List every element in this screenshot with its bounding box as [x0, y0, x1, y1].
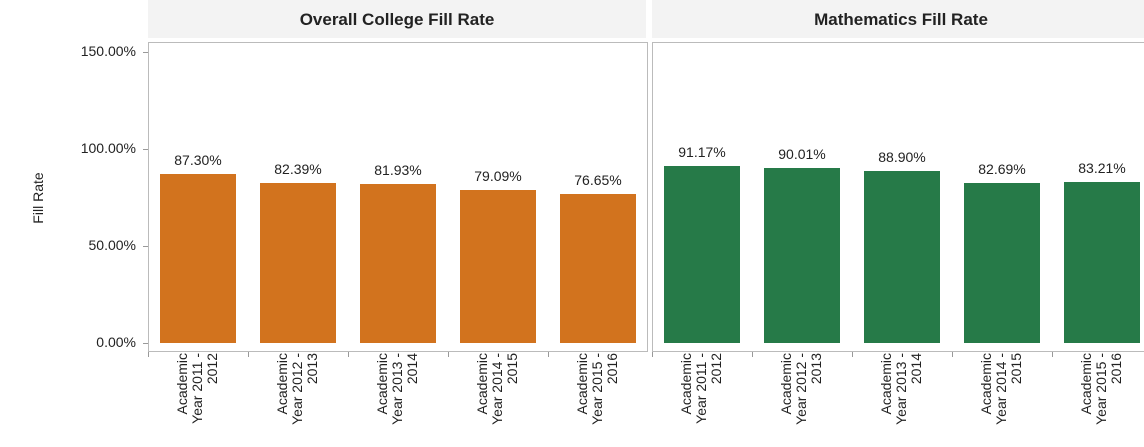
- y-tick-label: 0.00%: [96, 334, 136, 350]
- y-tick-label: 150.00%: [80, 43, 136, 59]
- value-label: 79.09%: [474, 167, 522, 184]
- axis-tick: [1052, 352, 1053, 357]
- tick-mark: [143, 149, 148, 150]
- value-label: 82.69%: [978, 160, 1026, 177]
- tick-mark: [143, 246, 148, 247]
- bar: [260, 183, 336, 343]
- y-axis-label: Fill Rate: [30, 172, 46, 224]
- x-tick-label: Academic Year 2013 - 2014: [878, 353, 924, 425]
- value-label: 90.01%: [778, 146, 826, 163]
- bar: [964, 182, 1040, 343]
- axis-tick: [752, 352, 753, 357]
- axis-tick: [148, 352, 149, 357]
- axis-tick: [852, 352, 853, 357]
- bar: [560, 194, 636, 343]
- axis-tick: [448, 352, 449, 357]
- axis-tick: [248, 352, 249, 357]
- x-tick-label: Academic Year 2013 - 2014: [374, 353, 420, 425]
- tick-mark: [143, 52, 148, 53]
- x-tick-label: Academic Year 2015 - 2016: [1078, 353, 1124, 425]
- bar: [864, 170, 940, 343]
- value-label: 88.90%: [878, 148, 926, 165]
- panel-frame: [652, 42, 1144, 352]
- x-tick-label: Academic Year 2015 - 2016: [574, 353, 620, 425]
- axis-tick: [548, 352, 549, 357]
- value-label: 91.17%: [678, 144, 726, 161]
- value-label: 83.21%: [1078, 159, 1126, 176]
- y-tick-label: 100.00%: [80, 140, 136, 156]
- value-label: 82.39%: [274, 161, 322, 178]
- x-tick-label: Academic Year 2014 - 2015: [978, 353, 1024, 425]
- panel-title: Overall College Fill Rate: [148, 0, 646, 38]
- axis-tick: [652, 352, 653, 357]
- panel-title: Mathematics Fill Rate: [652, 0, 1144, 38]
- panel-frame: [148, 42, 648, 352]
- value-label: 76.65%: [574, 172, 622, 189]
- x-tick-label: Academic Year 2011 - 2012: [174, 353, 220, 424]
- x-tick-label: Academic Year 2014 - 2015: [474, 353, 520, 425]
- value-label: 87.30%: [174, 151, 222, 168]
- bar: [1064, 181, 1140, 343]
- axis-tick: [348, 352, 349, 357]
- tick-mark: [143, 343, 148, 344]
- bar: [764, 168, 840, 343]
- x-tick-label: Academic Year 2011 - 2012: [678, 353, 724, 424]
- bar: [360, 184, 436, 343]
- bar: [160, 173, 236, 343]
- x-tick-label: Academic Year 2012 - 2013: [274, 353, 320, 425]
- y-tick-label: 50.00%: [88, 237, 136, 253]
- x-tick-label: Academic Year 2012 - 2013: [778, 353, 824, 425]
- bar: [460, 189, 536, 343]
- bar: [664, 166, 740, 343]
- value-label: 81.93%: [374, 162, 422, 179]
- axis-tick: [952, 352, 953, 357]
